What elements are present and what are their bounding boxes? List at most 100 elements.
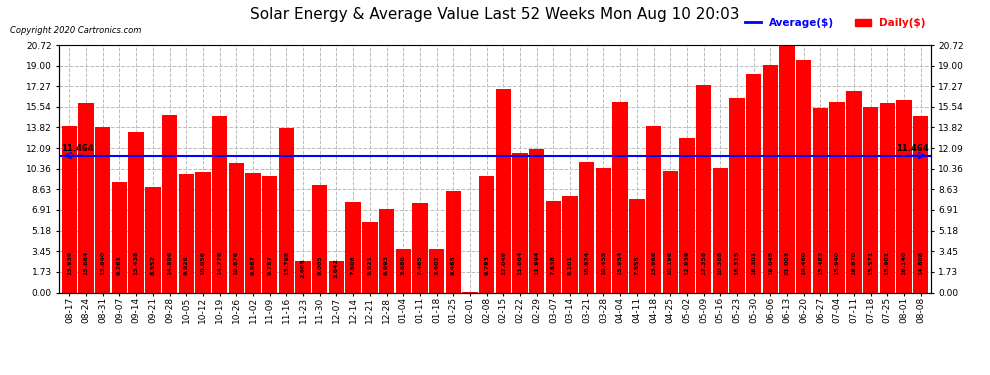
Text: 15.954: 15.954 <box>618 251 623 274</box>
Text: 2.608: 2.608 <box>301 259 306 279</box>
Text: 12.939: 12.939 <box>684 251 689 274</box>
Bar <box>713 168 728 292</box>
Text: 3.680: 3.680 <box>401 255 406 274</box>
Bar <box>412 203 428 292</box>
Bar <box>212 116 228 292</box>
Bar <box>863 106 878 292</box>
Bar <box>262 176 277 292</box>
Text: 8.465: 8.465 <box>450 255 455 274</box>
Text: Solar Energy & Average Value Last 52 Weeks Mon Aug 10 20:03: Solar Energy & Average Value Last 52 Wee… <box>250 8 740 22</box>
Text: 9.793: 9.793 <box>484 255 489 274</box>
Text: 13.939: 13.939 <box>67 251 72 274</box>
Bar <box>513 153 528 292</box>
Text: 13.438: 13.438 <box>134 251 139 274</box>
Text: 10.876: 10.876 <box>234 251 239 274</box>
Text: 16.140: 16.140 <box>902 251 907 274</box>
Bar <box>362 222 377 292</box>
Text: 21.003: 21.003 <box>784 251 790 274</box>
Text: 5.921: 5.921 <box>367 255 372 274</box>
Bar <box>295 261 311 292</box>
Text: 19.045: 19.045 <box>768 251 773 274</box>
Text: 10.388: 10.388 <box>718 251 723 274</box>
Bar <box>379 209 394 292</box>
Bar <box>78 103 94 292</box>
Text: 7.638: 7.638 <box>550 255 556 274</box>
Bar <box>746 74 761 292</box>
Text: 14.896: 14.896 <box>167 251 172 274</box>
Text: 6.993: 6.993 <box>384 255 389 274</box>
Bar <box>178 174 194 292</box>
Text: 10.196: 10.196 <box>667 251 673 274</box>
Text: 15.884: 15.884 <box>83 251 88 274</box>
Text: 9.987: 9.987 <box>250 255 255 274</box>
Bar <box>913 116 929 292</box>
Bar <box>846 91 861 292</box>
Text: 13.966: 13.966 <box>651 251 656 274</box>
Text: 11.994: 11.994 <box>535 251 540 274</box>
Bar <box>529 149 545 292</box>
Bar <box>562 196 578 292</box>
Text: 8.101: 8.101 <box>567 255 572 274</box>
Bar <box>329 261 345 292</box>
Text: 9.787: 9.787 <box>267 255 272 274</box>
Text: 14.776: 14.776 <box>217 251 222 274</box>
Bar <box>396 249 411 292</box>
Text: 17.358: 17.358 <box>701 251 706 274</box>
Bar <box>896 100 912 292</box>
Bar <box>645 126 661 292</box>
Text: 11.664: 11.664 <box>518 251 523 274</box>
Text: 10.924: 10.924 <box>584 251 589 274</box>
Text: 16.315: 16.315 <box>735 251 740 274</box>
Text: 10.455: 10.455 <box>601 251 606 274</box>
Text: 13.768: 13.768 <box>284 251 289 274</box>
Text: 13.840: 13.840 <box>100 251 105 274</box>
Bar <box>61 126 77 292</box>
Bar <box>446 191 461 292</box>
Text: 7.465: 7.465 <box>418 255 423 274</box>
Bar <box>545 201 561 292</box>
Bar <box>613 102 628 292</box>
Text: 17.049: 17.049 <box>501 251 506 274</box>
Bar <box>112 182 127 292</box>
Bar <box>579 162 594 292</box>
Bar <box>830 102 844 292</box>
Text: 15.901: 15.901 <box>885 251 890 274</box>
Bar <box>146 187 160 292</box>
Bar <box>730 98 744 292</box>
Bar <box>762 65 778 292</box>
Bar <box>346 202 360 292</box>
Bar <box>779 42 795 292</box>
Text: 2.642: 2.642 <box>334 258 339 278</box>
Text: 9.926: 9.926 <box>184 255 189 274</box>
Text: 9.005: 9.005 <box>317 255 323 274</box>
Text: 14.808: 14.808 <box>918 251 923 274</box>
Bar <box>279 128 294 292</box>
Text: 8.852: 8.852 <box>150 255 155 274</box>
Text: 7.606: 7.606 <box>350 255 355 274</box>
Text: 7.855: 7.855 <box>635 255 640 274</box>
Text: 15.483: 15.483 <box>818 251 823 274</box>
Text: 19.460: 19.460 <box>801 251 806 274</box>
Bar <box>696 85 711 292</box>
Text: 10.056: 10.056 <box>200 251 206 274</box>
Bar <box>129 132 144 292</box>
Text: 9.261: 9.261 <box>117 255 122 274</box>
Text: 15.940: 15.940 <box>835 251 840 274</box>
Bar <box>429 249 445 292</box>
Bar <box>596 168 611 292</box>
Text: 15.571: 15.571 <box>868 251 873 274</box>
Text: Copyright 2020 Cartronics.com: Copyright 2020 Cartronics.com <box>10 26 142 35</box>
Bar <box>246 173 260 292</box>
Bar <box>630 199 644 292</box>
Bar <box>813 108 828 292</box>
Text: 16.870: 16.870 <box>851 251 856 274</box>
Text: 11.464: 11.464 <box>896 144 929 153</box>
Bar <box>95 127 111 292</box>
Bar <box>195 172 211 292</box>
Text: 3.602: 3.602 <box>434 255 440 274</box>
Bar <box>879 103 895 292</box>
Bar <box>679 138 695 292</box>
Bar <box>796 60 812 292</box>
Bar <box>312 185 328 292</box>
Bar <box>162 115 177 292</box>
